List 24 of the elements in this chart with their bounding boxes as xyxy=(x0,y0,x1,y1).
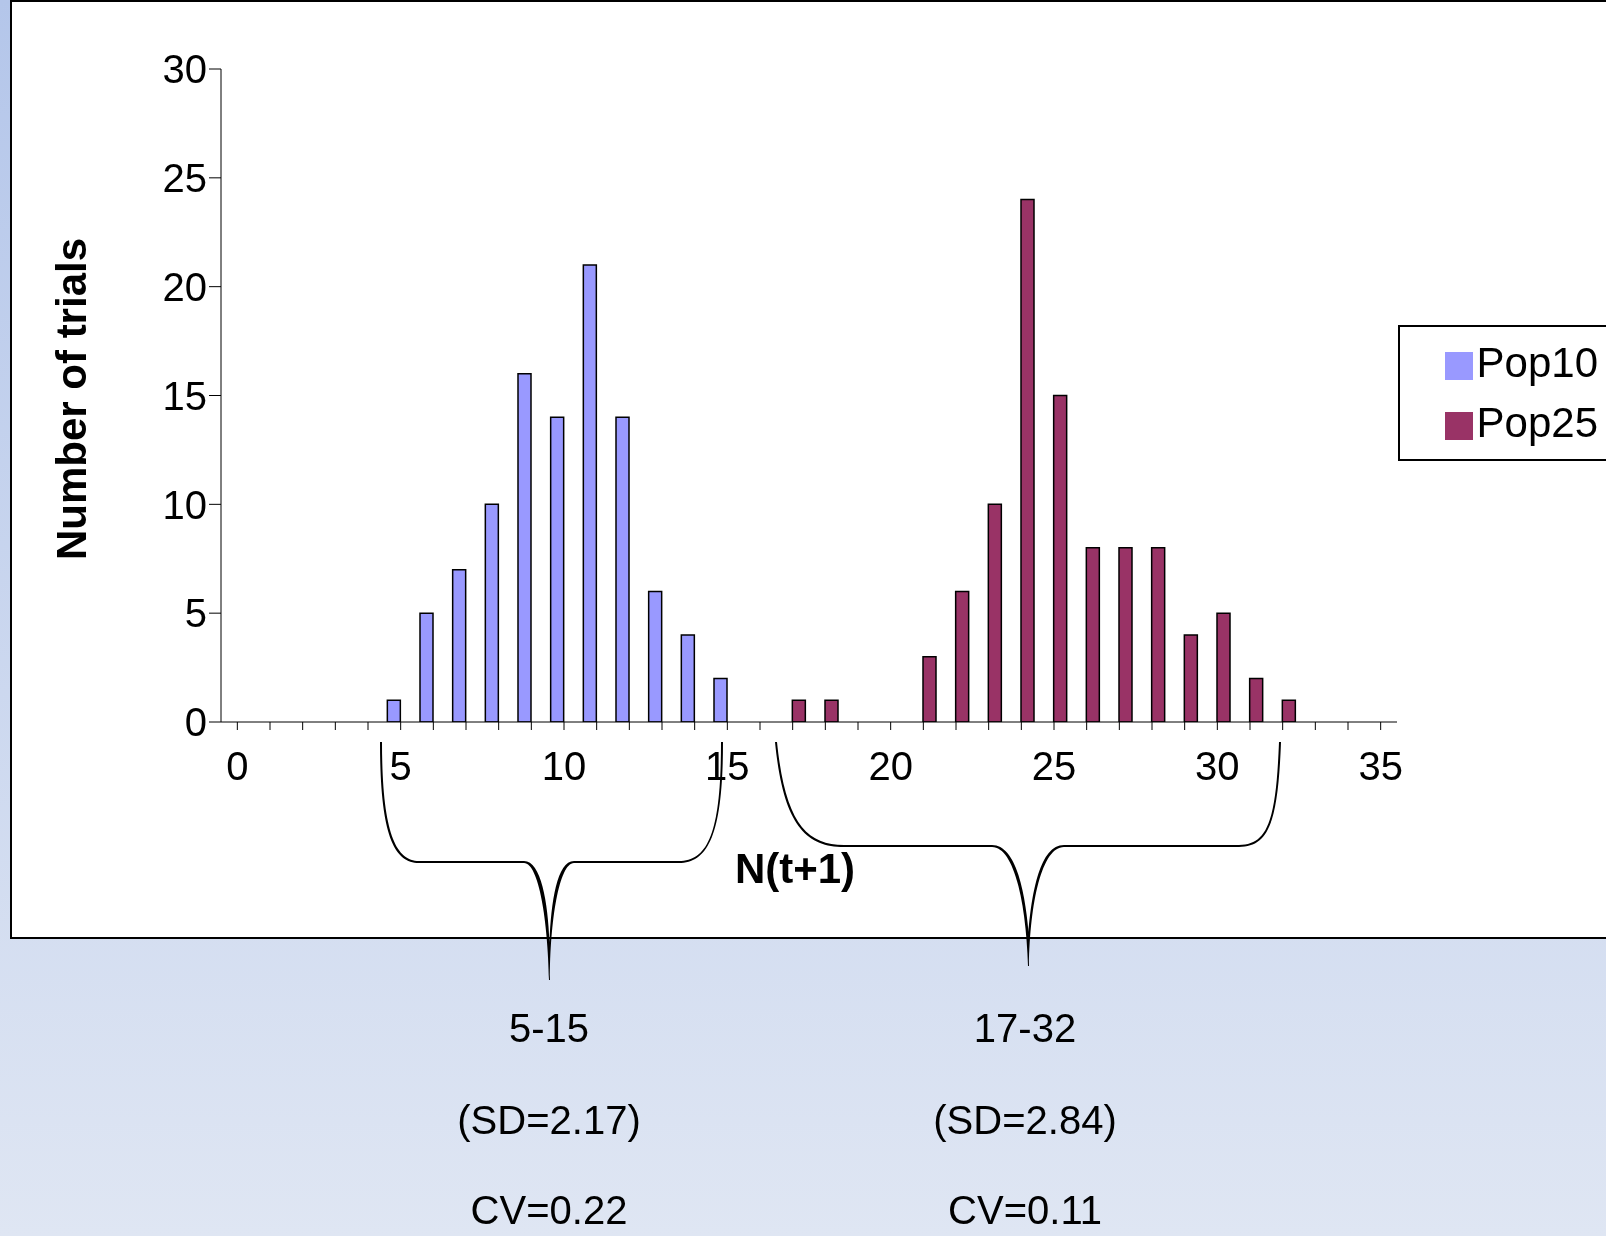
x-tick-label: 30 xyxy=(1195,744,1240,789)
x-tick-label: 25 xyxy=(1031,744,1077,789)
x-tick-label: 0 xyxy=(226,744,249,789)
y-tick-label: 30 xyxy=(162,47,207,92)
x-tick-label: 5 xyxy=(389,744,412,789)
legend-label: Pop10 xyxy=(1476,339,1598,386)
x-axis-title: N(t+1) xyxy=(733,845,857,893)
text: CV=0.22 xyxy=(469,1188,629,1233)
y-tick-label: 0 xyxy=(184,700,207,745)
y-axis-title: Number of trials xyxy=(48,237,96,561)
y-tick-label: 20 xyxy=(162,264,207,309)
x-tick-label: 20 xyxy=(868,744,913,789)
x-tick-label: 10 xyxy=(541,744,587,789)
y-tick-label: 5 xyxy=(184,591,207,636)
y-tick-label: 25 xyxy=(162,156,207,201)
text: CV=0.11 xyxy=(947,1188,1103,1233)
x-tick-label: 35 xyxy=(1358,744,1403,789)
text: (SD=2.84) xyxy=(932,1098,1118,1143)
text: (SD=2.17) xyxy=(456,1098,642,1143)
text: 17-32 xyxy=(972,1006,1078,1051)
y-tick-label: 15 xyxy=(162,373,207,418)
text: 5-15 xyxy=(507,1006,591,1051)
y-tick-label: 10 xyxy=(162,482,207,527)
legend-label: Pop25 xyxy=(1476,399,1598,446)
